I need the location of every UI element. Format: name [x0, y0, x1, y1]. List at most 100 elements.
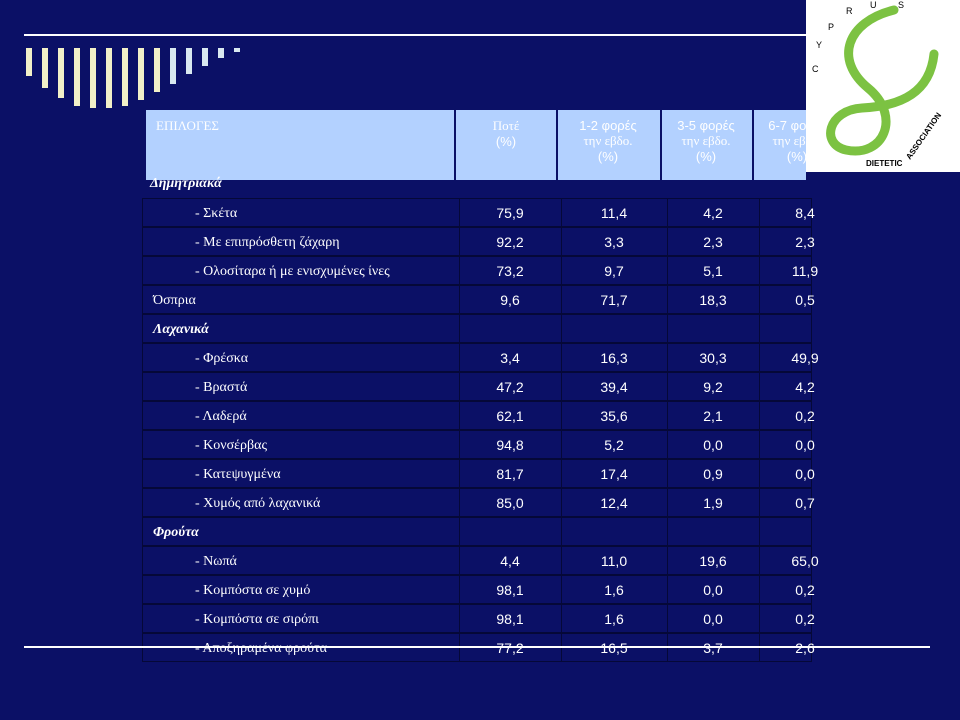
column-divider [759, 286, 760, 313]
table-row: - Κατεψυγμένα 81,7 17,4 0,9 0,0 [142, 459, 815, 488]
column-divider [667, 402, 668, 429]
header-3-5-week: την εβδο. [681, 133, 731, 148]
value-cell: 71,7 [600, 292, 628, 308]
value-cell: 2,1 [703, 408, 723, 424]
value-cell: 49,9 [791, 350, 819, 366]
value-cell: 81,7 [496, 466, 524, 482]
table-row: - Ολοσίταρα ή με ενισχυμένες ίνες 73,2 9,7… [142, 256, 818, 285]
value-cell: 0,2 [795, 582, 815, 598]
column-divider [759, 431, 760, 458]
row-label: - Βραστά [195, 380, 248, 395]
column-divider [561, 431, 562, 458]
header-3-5-unit: (%) [695, 149, 717, 164]
row-label: - Φρέσκα [195, 351, 249, 366]
value-cell: 16,3 [600, 350, 628, 366]
column-divider [667, 228, 668, 255]
value-cell: 73,2 [496, 263, 524, 279]
table-row: - Νωπά 4,4 11,0 19,6 65,0 [142, 546, 819, 575]
value-cell: 19,6 [699, 553, 727, 569]
decor-bar [154, 48, 160, 92]
svg-text:U: U [870, 0, 877, 10]
column-divider [459, 315, 460, 342]
row-label: Όσπρια [153, 293, 196, 308]
value-cell: 0,9 [703, 466, 723, 482]
value-cell: 17,4 [600, 466, 628, 482]
table-row: Λαχανικά [142, 314, 812, 343]
value-cell: 62,1 [496, 408, 524, 424]
row-label: - Σκέτα [195, 206, 238, 221]
decor-bar [74, 48, 80, 106]
header-6-7-times: 6-7 φορές την εβδο. (%) [752, 110, 842, 180]
table-row: - Με επιπρόσθετη ζάχαρη 92,2 3,3 2,3 2,3 [142, 227, 815, 256]
table-row: - Κομπόστα σε σιρόπι 98,1 1,6 0,0 0,2 [142, 604, 815, 633]
column-divider [459, 547, 460, 574]
value-cell: 77,2 [496, 640, 524, 656]
column-divider [561, 605, 562, 632]
decor-bar [186, 48, 192, 74]
food-frequency-table: - Σκέτα 75,9 11,4 4,2 8,4 - Με επιπρόσθετη ζά… [142, 198, 819, 662]
column-divider [667, 431, 668, 458]
value-cell: 4,4 [500, 553, 520, 569]
column-divider [459, 460, 460, 487]
header-6-7-label: 6-7 φορές [768, 118, 826, 133]
svg-text:P: P [828, 22, 834, 32]
header-never: Ποτέ (%) [456, 110, 556, 180]
column-divider [561, 547, 562, 574]
value-cell: 4,2 [703, 205, 723, 221]
value-cell: 0,5 [795, 292, 815, 308]
column-divider [759, 199, 760, 226]
header-separator [752, 110, 754, 180]
cyprus-dietetic-association-logo: C Y P R U S DIETETIC ASSOCIATION [806, 0, 960, 172]
row-label: - Χυμός από λαχανικά [195, 496, 321, 511]
header-1-2-times: 1-2 φορές την εβδο. (%) [556, 110, 660, 180]
column-divider [667, 489, 668, 516]
table-row: - Φρέσκα 3,4 16,3 30,3 49,9 [142, 343, 819, 372]
value-cell: 1,9 [703, 495, 723, 511]
decor-bar [138, 48, 144, 100]
header-3-5-times: 3-5 φορές την εβδο. (%) [660, 110, 752, 180]
header-never-unit: (%) [495, 134, 517, 149]
column-divider [561, 489, 562, 516]
top-divider [24, 34, 808, 36]
column-divider [459, 605, 460, 632]
table-row: - Κομπόστα σε χυμό 98,1 1,6 0,0 0,2 [142, 575, 815, 604]
header-options-label: ΕΠΙΛΟΓΕΣ [156, 118, 219, 133]
header-1-2-week: την εβδο. [583, 133, 633, 148]
header-6-7-unit: (%) [786, 149, 808, 164]
value-cell: 12,4 [600, 495, 628, 511]
decor-bar [42, 48, 48, 88]
row-label: - Νωπά [195, 554, 237, 569]
value-cell: 18,3 [699, 292, 727, 308]
column-divider [759, 257, 760, 284]
decor-bar [90, 48, 96, 108]
value-cell: 0,0 [795, 437, 815, 453]
value-cell: 4,2 [795, 379, 815, 395]
column-divider [667, 286, 668, 313]
table-row: - Λαδερά 62,1 35,6 2,1 0,2 [142, 401, 815, 430]
column-divider [561, 373, 562, 400]
value-cell: 0,2 [795, 408, 815, 424]
row-label: - Κονσέρβας [195, 438, 268, 453]
column-divider [561, 257, 562, 284]
header-never-label: Ποτέ [492, 118, 520, 133]
column-divider [459, 518, 460, 545]
header-1-2-unit: (%) [597, 149, 619, 164]
header-separator [454, 110, 456, 180]
svg-text:R: R [846, 6, 853, 16]
header-1-2-label: 1-2 φορές [579, 118, 637, 133]
column-divider [759, 228, 760, 255]
value-cell: 0,0 [703, 611, 723, 627]
column-divider [459, 286, 460, 313]
column-divider [561, 199, 562, 226]
value-cell: 2,3 [703, 234, 723, 250]
value-cell: 94,8 [496, 437, 524, 453]
column-divider [561, 402, 562, 429]
column-divider [759, 605, 760, 632]
value-cell: 2,6 [795, 640, 815, 656]
value-cell: 30,3 [699, 350, 727, 366]
column-divider [667, 257, 668, 284]
column-divider [561, 286, 562, 313]
value-cell: 92,2 [496, 234, 524, 250]
value-cell: 75,9 [496, 205, 524, 221]
svg-text:C: C [812, 64, 819, 74]
